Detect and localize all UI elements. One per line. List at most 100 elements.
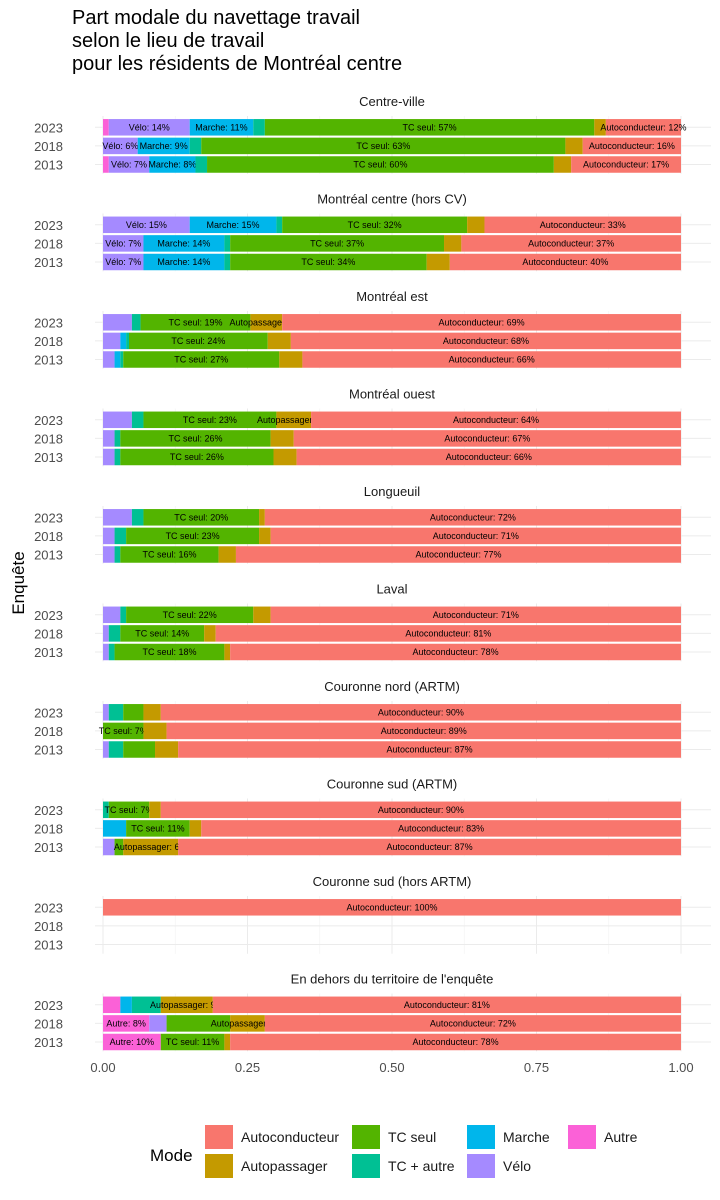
x-tick-label: 0.00 [90,1060,115,1075]
bar-segment [123,351,280,368]
bar-segment [103,509,132,526]
year-tick-label: 2013 [34,938,63,953]
data-label: TC seul: 27% [174,355,228,365]
data-label: Autoconducteur: 90% [378,708,464,718]
bar-segment [215,625,681,642]
bar-segment [103,606,121,624]
bar-segment [160,801,682,819]
data-label: TC seul: 60% [353,160,407,170]
data-label: TC seul: 11% [131,824,184,834]
year-tick-label: 2023 [34,120,63,135]
data-label: Autoconducteur: 37% [528,239,614,249]
bar-segment [120,351,124,368]
bar-segment [131,411,144,429]
facet-title: Laval [376,582,407,597]
bar-segment [189,820,202,837]
data-label: Autoconducteur: 89% [381,726,467,736]
chart-title-line: selon le lieu de travail [72,30,264,52]
year-tick-label: 2018 [34,821,63,836]
facet-title: Couronne sud (hors ARTM) [313,874,472,889]
bar-segment [103,314,132,331]
year-tick-label: 2013 [34,158,63,173]
legend-label: TC + autre [388,1158,455,1174]
data-label: Autre: 8% [106,1019,146,1029]
bar-segment [426,253,450,271]
year-tick-label: 2023 [34,608,63,623]
bar-segment [103,801,109,819]
bar-segment [108,156,150,173]
legend-label: Marche [503,1129,550,1145]
bar-segment [120,606,127,624]
bar-segment [103,820,127,837]
legend-swatch [352,1125,380,1149]
bar-segment [553,156,572,173]
bar-segment [143,235,225,252]
data-label: Autoconducteur: 40% [522,257,608,267]
year-tick-label: 2023 [34,510,63,525]
facet-title: Centre-ville [359,94,425,109]
bar-segment [120,996,132,1014]
data-label: TC seul: 26% [170,452,224,462]
legend-swatch [205,1125,233,1149]
facet-panel: Longueuil 2023 TC seul: 20% Autoconducteur:… [34,484,711,564]
bar-segment [270,430,294,447]
bar-segment [108,625,121,642]
bar-segment [155,741,179,758]
year-tick-label: 2018 [34,919,63,934]
bar-segment [114,527,127,545]
data-label: Vélo: 14% [129,123,170,133]
legend-label: TC seul [388,1129,436,1145]
bar-segment [259,527,271,545]
bar-segment [143,411,277,429]
bar-segment [178,838,681,856]
data-label: Autoconducteur: 78% [413,1037,499,1047]
bar-segment [224,235,231,252]
facet-title: Couronne sud (ARTM) [327,777,458,792]
year-tick-label: 2013 [34,840,63,855]
bar-segment [201,137,566,155]
year-tick-label: 2023 [34,218,63,233]
bar-segment [224,1033,231,1051]
bar-segment [270,606,681,624]
data-label: Autoconducteur: 68% [443,336,529,346]
facet-panel: Montréal ouest 2023 TC seul: 23% Autopassag… [34,387,711,467]
bar-segment [270,527,681,545]
bar-segment [264,1015,681,1032]
year-tick-label: 2013 [34,548,63,563]
bar-segment [189,119,254,136]
data-label: Autoconducteur: 72% [430,1019,516,1029]
bar-segment [204,625,216,642]
bar-segment [103,235,144,252]
bar-segment [103,119,109,136]
bar-segment [160,996,213,1014]
data-label: Autoconducteur: 12% [600,123,686,133]
data-label: Autoconducteur: 16% [589,141,675,151]
legend-label: Autre [604,1129,638,1145]
data-label: Autoconducteur: 81% [405,629,491,639]
data-label: TC seul: 7% [104,805,153,815]
bar-segment [103,546,115,563]
bar-segment [224,643,231,661]
bar-segment [212,996,681,1014]
data-label: Autoconducteur: 66% [449,355,535,365]
bar-segment [160,704,682,721]
data-label: Autoconducteur: 87% [387,842,473,852]
year-tick-label: 2018 [34,724,63,739]
bar-segment [103,704,109,721]
bar-segment [114,838,124,856]
data-label: TC seul: 23% [166,531,220,541]
bar-segment [253,606,271,624]
bar-segment [189,137,202,155]
bar-segment [103,448,115,466]
data-label: Autoconducteur: 67% [444,434,530,444]
bar-segment [259,509,265,526]
bar-segment [131,314,141,331]
facet-panel: Laval 2023 TC seul: 22% Autoconducteur: 71%… [34,582,711,662]
data-label: TC seul: 19% [168,318,222,328]
bar-segment [108,704,124,721]
y-axis-title: Enquête [9,551,28,614]
bar-segment [293,430,681,447]
year-tick-label: 2023 [34,803,63,818]
